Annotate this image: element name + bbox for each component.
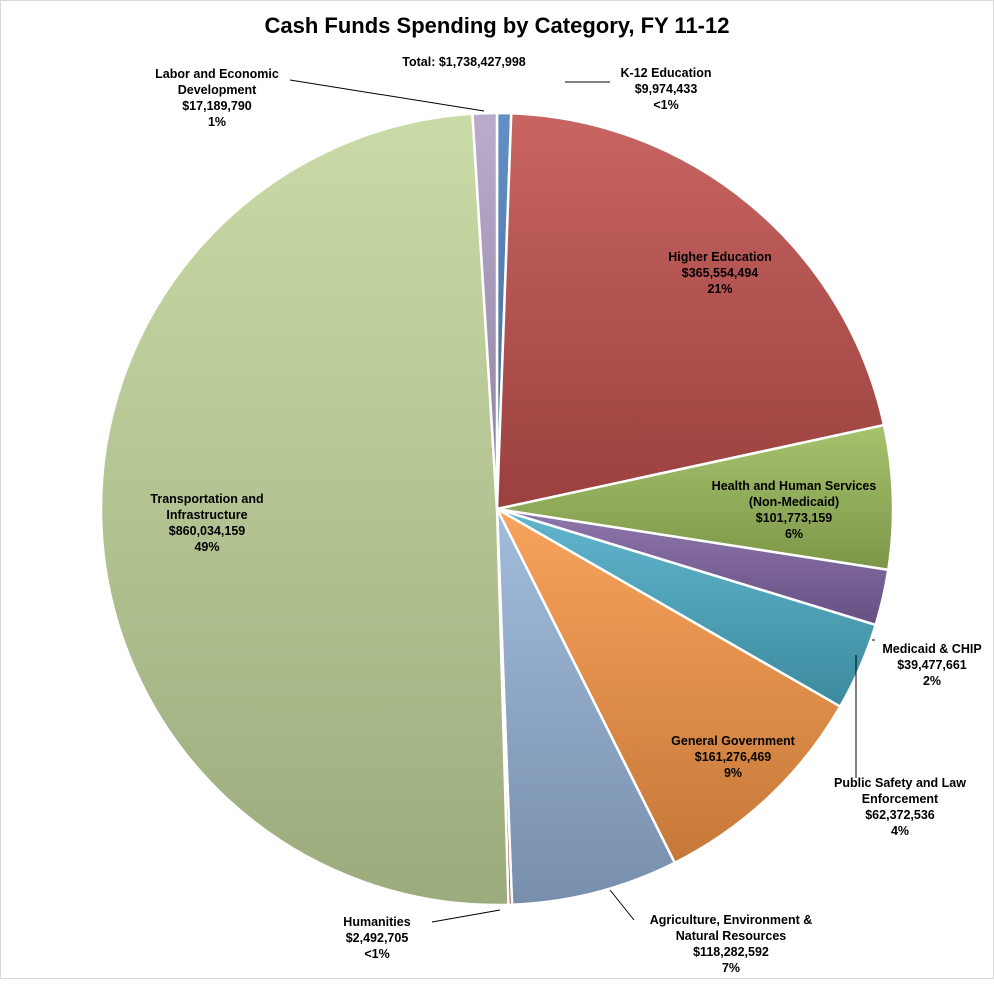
slices-group	[99, 111, 895, 907]
data-label-line: Health and Human Services	[712, 479, 877, 493]
leader-lines-group	[289, 79, 875, 923]
data-label-line: $2,492,705	[346, 931, 409, 945]
data-label-labor: Labor and Economic Development $17,189,790…	[155, 67, 279, 129]
pie-slice-transportation	[99, 112, 510, 907]
leader-line-labor	[289, 79, 485, 112]
data-label-line: (Non-Medicaid)	[749, 495, 839, 509]
data-label-line: $17,189,790	[182, 99, 252, 113]
data-label-hhs: Health and Human Services (Non-Medicaid) $…	[712, 479, 877, 541]
leader-line-agriculture	[609, 889, 635, 921]
data-label-line: 49%	[194, 540, 219, 554]
data-label-line: Humanities	[343, 915, 410, 929]
data-label-line: Transportation and	[150, 492, 263, 506]
data-label-higher-ed: Higher Education $365,554,494 21%	[668, 250, 771, 296]
data-label-line: 4%	[891, 824, 909, 838]
data-label-line: Infrastructure	[166, 508, 247, 522]
data-label-line: General Government	[671, 734, 795, 748]
data-label-line: K-12 Education	[621, 66, 712, 80]
data-label-line: Higher Education	[668, 250, 771, 264]
data-label-line: 6%	[785, 527, 803, 541]
data-label-line: <1%	[653, 98, 678, 112]
data-label-agriculture: Agriculture, Environment & Natural Resour…	[650, 913, 813, 975]
chart-title: Cash Funds Spending by Category, FY 11-1…	[265, 13, 730, 38]
data-label-line: 7%	[722, 961, 740, 975]
data-label-public-safety: Public Safety and Law Enforcement $62,372,…	[834, 776, 966, 838]
data-label-medicaid: Medicaid & CHIP $39,477,661 2%	[882, 642, 981, 688]
total-label: Total: $1,738,427,998	[402, 55, 526, 69]
pie-slice-labor	[471, 111, 499, 511]
data-label-line: Development	[178, 83, 257, 97]
data-label-k12: K-12 Education $9,974,433 <1%	[621, 66, 712, 112]
data-label-line: 9%	[724, 766, 742, 780]
data-label-transportation: Transportation and Infrastructure $860,034…	[150, 492, 263, 554]
data-label-line: Labor and Economic	[155, 67, 279, 81]
data-label-line: 21%	[707, 282, 732, 296]
data-label-line: $365,554,494	[682, 266, 759, 280]
data-label-line: 1%	[208, 115, 226, 129]
pie-slice-agriculture	[495, 507, 676, 906]
data-label-line: Natural Resources	[676, 929, 787, 943]
data-label-line: 2%	[923, 674, 941, 688]
data-label-line: Agriculture, Environment &	[650, 913, 813, 927]
data-label-line: $39,477,661	[897, 658, 967, 672]
data-label-line: Public Safety and Law	[834, 776, 966, 790]
data-label-general-gov: General Government $161,276,469 9%	[671, 734, 795, 780]
pie-slice-higher-ed	[495, 112, 886, 511]
data-label-line: Enforcement	[862, 792, 939, 806]
data-labels-group: K-12 Education $9,974,433 <1% Higher Educat…	[150, 66, 981, 975]
data-label-line: <1%	[364, 947, 389, 961]
pie-slice-general-gov	[495, 507, 842, 865]
data-label-line: $101,773,159	[756, 511, 833, 525]
data-label-line: $9,974,433	[635, 82, 698, 96]
leader-line-humanities	[431, 909, 501, 923]
pie-slice-hhs	[495, 423, 895, 572]
data-label-line: Medicaid & CHIP	[882, 642, 981, 656]
data-label-humanities: Humanities $2,492,705 <1%	[343, 915, 410, 961]
data-label-line: $118,282,592	[693, 945, 769, 959]
data-label-line: $860,034,159	[169, 524, 246, 538]
data-label-line: $62,372,536	[865, 808, 935, 822]
data-label-line: $161,276,469	[695, 750, 772, 764]
